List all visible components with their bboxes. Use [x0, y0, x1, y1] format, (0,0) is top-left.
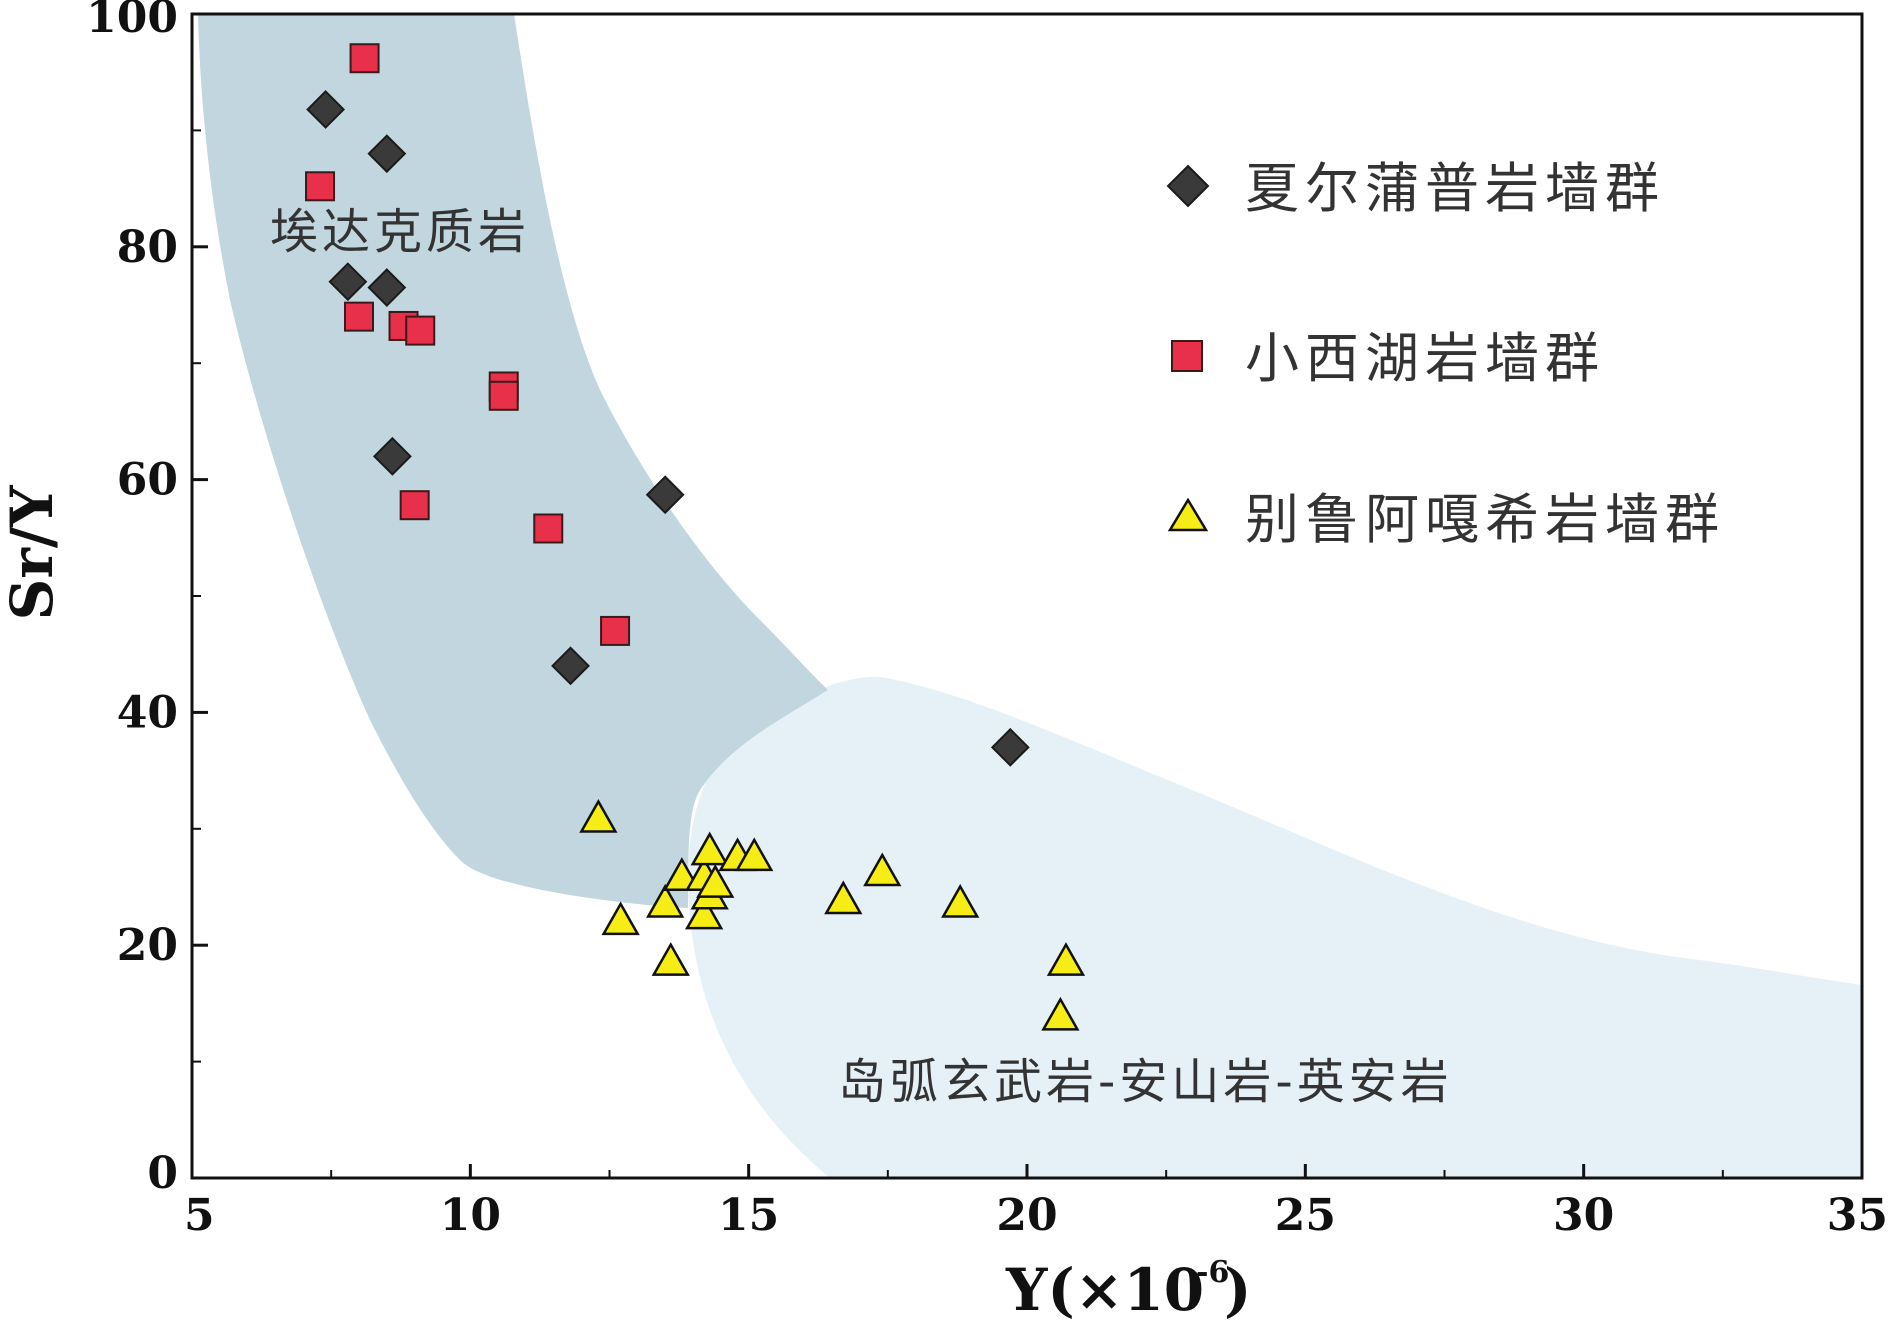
x-axis-title-superscript: -6	[1196, 1255, 1229, 1290]
point-diamond	[306, 90, 346, 129]
point-triangle	[941, 883, 980, 918]
point-triangle	[863, 852, 902, 887]
y-tick-label: 20	[117, 920, 178, 971]
y-tick-label: 0	[147, 1148, 178, 1199]
legend-label-series-2: 小西湖岩墙群	[1245, 327, 1605, 390]
point-triangle	[824, 880, 863, 915]
point-triangle	[684, 895, 724, 930]
point-triangle	[696, 864, 735, 898]
point-square	[344, 301, 374, 332]
legend: 夏尔蒲普岩墙群 小西湖岩墙群 别鲁阿嘎希岩墙群	[1166, 157, 1725, 551]
region-island-arc	[688, 676, 1862, 1178]
point-square	[405, 315, 436, 346]
x-tick-label: 15	[718, 1190, 779, 1241]
point-square	[399, 490, 430, 521]
series-1	[306, 90, 1030, 767]
point-triangle	[1041, 996, 1080, 1031]
point-triangle	[601, 901, 640, 936]
point-diamond	[367, 268, 407, 307]
x-axis: 5 10 15 20 25 30 35	[184, 1164, 1888, 1241]
point-square	[533, 513, 564, 544]
x-tick-label: 25	[1275, 1190, 1336, 1241]
x-tick-label: 20	[996, 1190, 1057, 1241]
point-triangle	[646, 883, 685, 918]
point-diamond	[372, 436, 412, 476]
point-diamond	[645, 475, 685, 515]
point-square	[600, 615, 631, 646]
legend-label-series-3: 别鲁阿嘎希岩墙群	[1245, 488, 1725, 551]
point-diamond	[367, 134, 407, 174]
series-2	[305, 43, 631, 646]
legend-marker-square	[1171, 340, 1203, 372]
point-diamond	[328, 262, 368, 302]
x-tick-label: 10	[440, 1190, 501, 1241]
legend-marker-triangle	[1167, 497, 1209, 532]
y-axis: 0 20 40 60 80 100	[86, 0, 208, 1199]
x-axis-title-main: Y(×10	[1005, 1256, 1204, 1324]
point-square	[349, 43, 380, 74]
legend-label-series-1: 夏尔蒲普岩墙群	[1245, 157, 1665, 220]
point-triangle	[690, 831, 729, 866]
x-tick-label: 35	[1827, 1190, 1888, 1241]
y-tick-label: 60	[117, 455, 178, 506]
y-axis-title: Sr/Y	[0, 485, 66, 621]
data-points	[305, 43, 1086, 1031]
x-axis-title-close: )	[1224, 1256, 1251, 1324]
y-tick-label: 40	[117, 687, 178, 738]
point-triangle	[1046, 942, 1086, 976]
region-adakite	[198, 14, 828, 908]
y-tick-label: 100	[86, 0, 178, 43]
x-tick-label: 5	[184, 1190, 215, 1241]
x-axis-title: Y(×10 -6 )	[1005, 1255, 1251, 1324]
point-triangle	[651, 942, 690, 976]
point-diamond	[990, 727, 1030, 767]
point-square	[305, 171, 336, 202]
series-3	[579, 798, 1086, 1031]
point-diamond	[551, 646, 590, 686]
legend-marker-diamond	[1166, 164, 1210, 208]
region-label-island-arc: 岛弧玄武岩-安山岩-英安岩	[838, 1054, 1453, 1110]
point-triangle	[579, 798, 618, 833]
x-tick-label: 30	[1553, 1190, 1614, 1241]
regions	[198, 14, 1862, 1178]
point-triangle	[735, 837, 774, 872]
y-tick-label: 80	[117, 222, 178, 273]
point-square	[488, 380, 519, 411]
region-label-adakite: 埃达克质岩	[270, 204, 530, 260]
